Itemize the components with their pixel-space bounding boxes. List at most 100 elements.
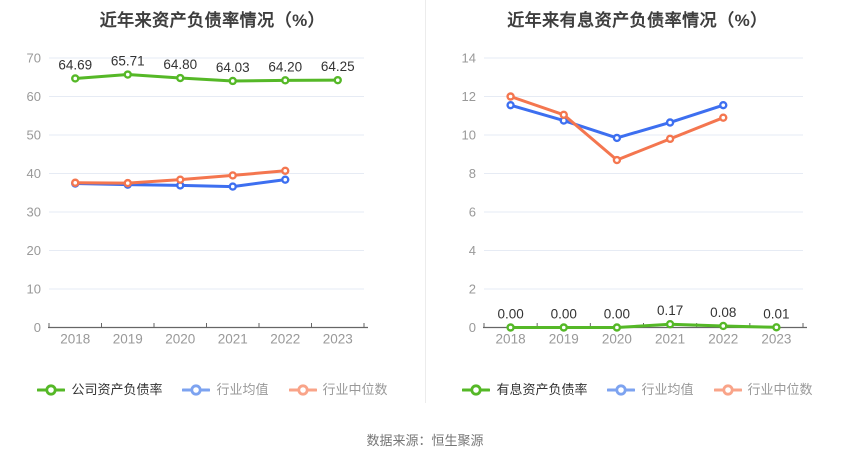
data-point-label: 0.08 (710, 305, 736, 320)
series-line (509, 95, 725, 162)
x-axis-tick-label: 2020 (602, 332, 632, 347)
y-axis-tick-label: 4 (469, 243, 476, 258)
data-point-label: 65.71 (111, 54, 145, 69)
data-point-label: 64.03 (216, 60, 250, 75)
series-line (73, 73, 340, 83)
chart-legend-debt-ratio: 公司资产负债率 行业均值 行业中位数 (0, 382, 425, 398)
data-point-marker[interactable] (772, 323, 781, 332)
legend-label: 行业中位数 (747, 382, 813, 397)
data-point-label: 0.00 (604, 307, 630, 322)
y-axis-tick-label: 10 (462, 128, 476, 143)
x-axis-tick-label: 2022 (708, 332, 738, 347)
data-point-label: 64.80 (163, 57, 197, 72)
legend-line-marker-icon (462, 384, 491, 396)
legend-line-marker-icon (713, 384, 742, 396)
legend-label: 行业均值 (216, 382, 269, 397)
data-point-marker[interactable] (559, 323, 568, 332)
series-line (509, 103, 725, 140)
y-axis-tick-label: 20 (27, 243, 41, 258)
legend-label: 公司资产负债率 (71, 382, 163, 397)
legend-line-marker-icon (182, 384, 211, 396)
chart-panel-interest-debt-ratio: 0 2 4 6 8 10 12 14 2018 2019 2020 2021 2022 2023 0.00 0… (425, 0, 850, 412)
legend-item-industry-mean[interactable]: 行业均值 (607, 382, 694, 398)
data-source-note: 数据来源：恒生聚源 (366, 433, 484, 448)
x-axis-tick-label: 2020 (165, 332, 195, 347)
y-axis-tick-label: 0 (469, 320, 476, 335)
legend-line-marker-icon (288, 384, 317, 396)
data-point-label: 0.01 (763, 306, 789, 321)
data-point-marker[interactable] (506, 323, 515, 332)
x-axis-tick-label: 2018 (60, 332, 90, 347)
chart-legend-interest-debt-ratio: 有息资产负债率 行业均值 行业中位数 (425, 382, 850, 398)
data-point-marker[interactable] (71, 74, 80, 83)
y-axis-tick-label: 0 (34, 320, 41, 335)
x-axis-tick-label: 2018 (496, 332, 526, 347)
x-axis-tick-label: 2019 (549, 332, 579, 347)
data-point-marker[interactable] (559, 110, 568, 119)
chart-title-debt-ratio: 近年来资产负债率情况（%） (99, 11, 326, 30)
data-point-marker[interactable] (665, 118, 675, 127)
data-point-marker[interactable] (228, 171, 237, 180)
data-point-marker[interactable] (228, 76, 237, 86)
data-point-marker[interactable] (612, 155, 622, 165)
legend-item-industry-median[interactable]: 行业中位数 (713, 382, 813, 398)
interest-debt-ratio-line-chart[interactable]: 0 2 4 6 8 10 12 14 2018 2019 2020 2021 2022 2023 0.00 0… (425, 0, 850, 412)
x-axis-tick-label: 2021 (218, 332, 248, 347)
y-axis-tick-label: 30 (27, 205, 41, 220)
x-axis-tick-label: 2022 (270, 332, 300, 347)
data-point-marker[interactable] (176, 175, 185, 184)
data-point-marker[interactable] (333, 75, 342, 85)
data-point-marker[interactable] (123, 178, 132, 188)
data-point-marker[interactable] (665, 320, 675, 329)
legend-line-marker-icon (37, 384, 66, 396)
data-point-marker[interactable] (719, 113, 728, 122)
data-point-marker[interactable] (612, 133, 622, 143)
x-axis-tick-label: 2023 (761, 332, 791, 347)
y-axis-tick-label: 12 (462, 89, 476, 104)
data-point-marker[interactable] (612, 323, 622, 332)
y-axis-tick-label: 2 (469, 282, 476, 297)
data-point-marker[interactable] (123, 70, 132, 79)
y-axis-tick-label: 70 (27, 51, 41, 66)
data-point-label: 64.25 (321, 59, 355, 74)
y-axis-tick-label: 10 (27, 282, 41, 297)
legend-item-industry-median[interactable]: 行业中位数 (288, 382, 388, 398)
chart-title-interest-debt-ratio: 近年来有息资产负债率情况（%） (507, 11, 768, 30)
data-point-marker[interactable] (281, 175, 290, 184)
legend-item-industry-mean[interactable]: 行业均值 (182, 382, 269, 398)
data-point-label: 0.17 (657, 303, 683, 318)
legend-label: 行业中位数 (322, 382, 388, 397)
debt-ratio-line-chart[interactable]: 0 10 20 30 40 50 60 70 2018 2019 2020 2021 2022 2023 6… (0, 0, 425, 412)
data-point-marker[interactable] (228, 182, 237, 191)
data-point-marker[interactable] (176, 73, 185, 83)
legend-line-marker-icon (607, 384, 636, 396)
legend-label: 行业均值 (641, 382, 694, 397)
data-point-marker[interactable] (719, 321, 728, 331)
y-axis-tick-label: 60 (27, 89, 41, 104)
data-point-marker[interactable] (719, 100, 728, 110)
y-axis-tick-label: 40 (27, 166, 41, 181)
data-point-marker[interactable] (506, 100, 515, 110)
legend-item-main-series[interactable]: 有息资产负债率 (462, 382, 587, 398)
data-point-label: 0.00 (497, 307, 523, 322)
data-point-label: 64.20 (268, 59, 302, 74)
chart-panel-debt-ratio: 0 10 20 30 40 50 60 70 2018 2019 2020 2021 2022 2023 6… (0, 0, 425, 412)
x-axis-tick-label: 2023 (323, 332, 353, 347)
y-axis-tick-label: 50 (27, 128, 41, 143)
x-axis-tick-label: 2021 (655, 332, 685, 347)
data-point-label: 0.00 (551, 307, 577, 322)
legend-item-main-series[interactable]: 公司资产负债率 (37, 382, 162, 398)
data-point-marker[interactable] (281, 166, 290, 176)
data-point-marker[interactable] (281, 76, 290, 85)
y-axis-tick-label: 14 (462, 51, 476, 66)
y-axis-tick-label: 8 (469, 166, 476, 181)
data-point-marker[interactable] (665, 134, 675, 144)
legend-label: 有息资产负债率 (496, 382, 588, 397)
series-line (509, 322, 778, 329)
panel-divider (425, 0, 426, 403)
data-point-marker[interactable] (71, 178, 80, 187)
data-point-label: 64.69 (58, 57, 92, 72)
data-point-marker[interactable] (506, 92, 515, 101)
y-axis-tick-label: 6 (469, 205, 476, 220)
x-axis-tick-label: 2019 (113, 332, 143, 347)
